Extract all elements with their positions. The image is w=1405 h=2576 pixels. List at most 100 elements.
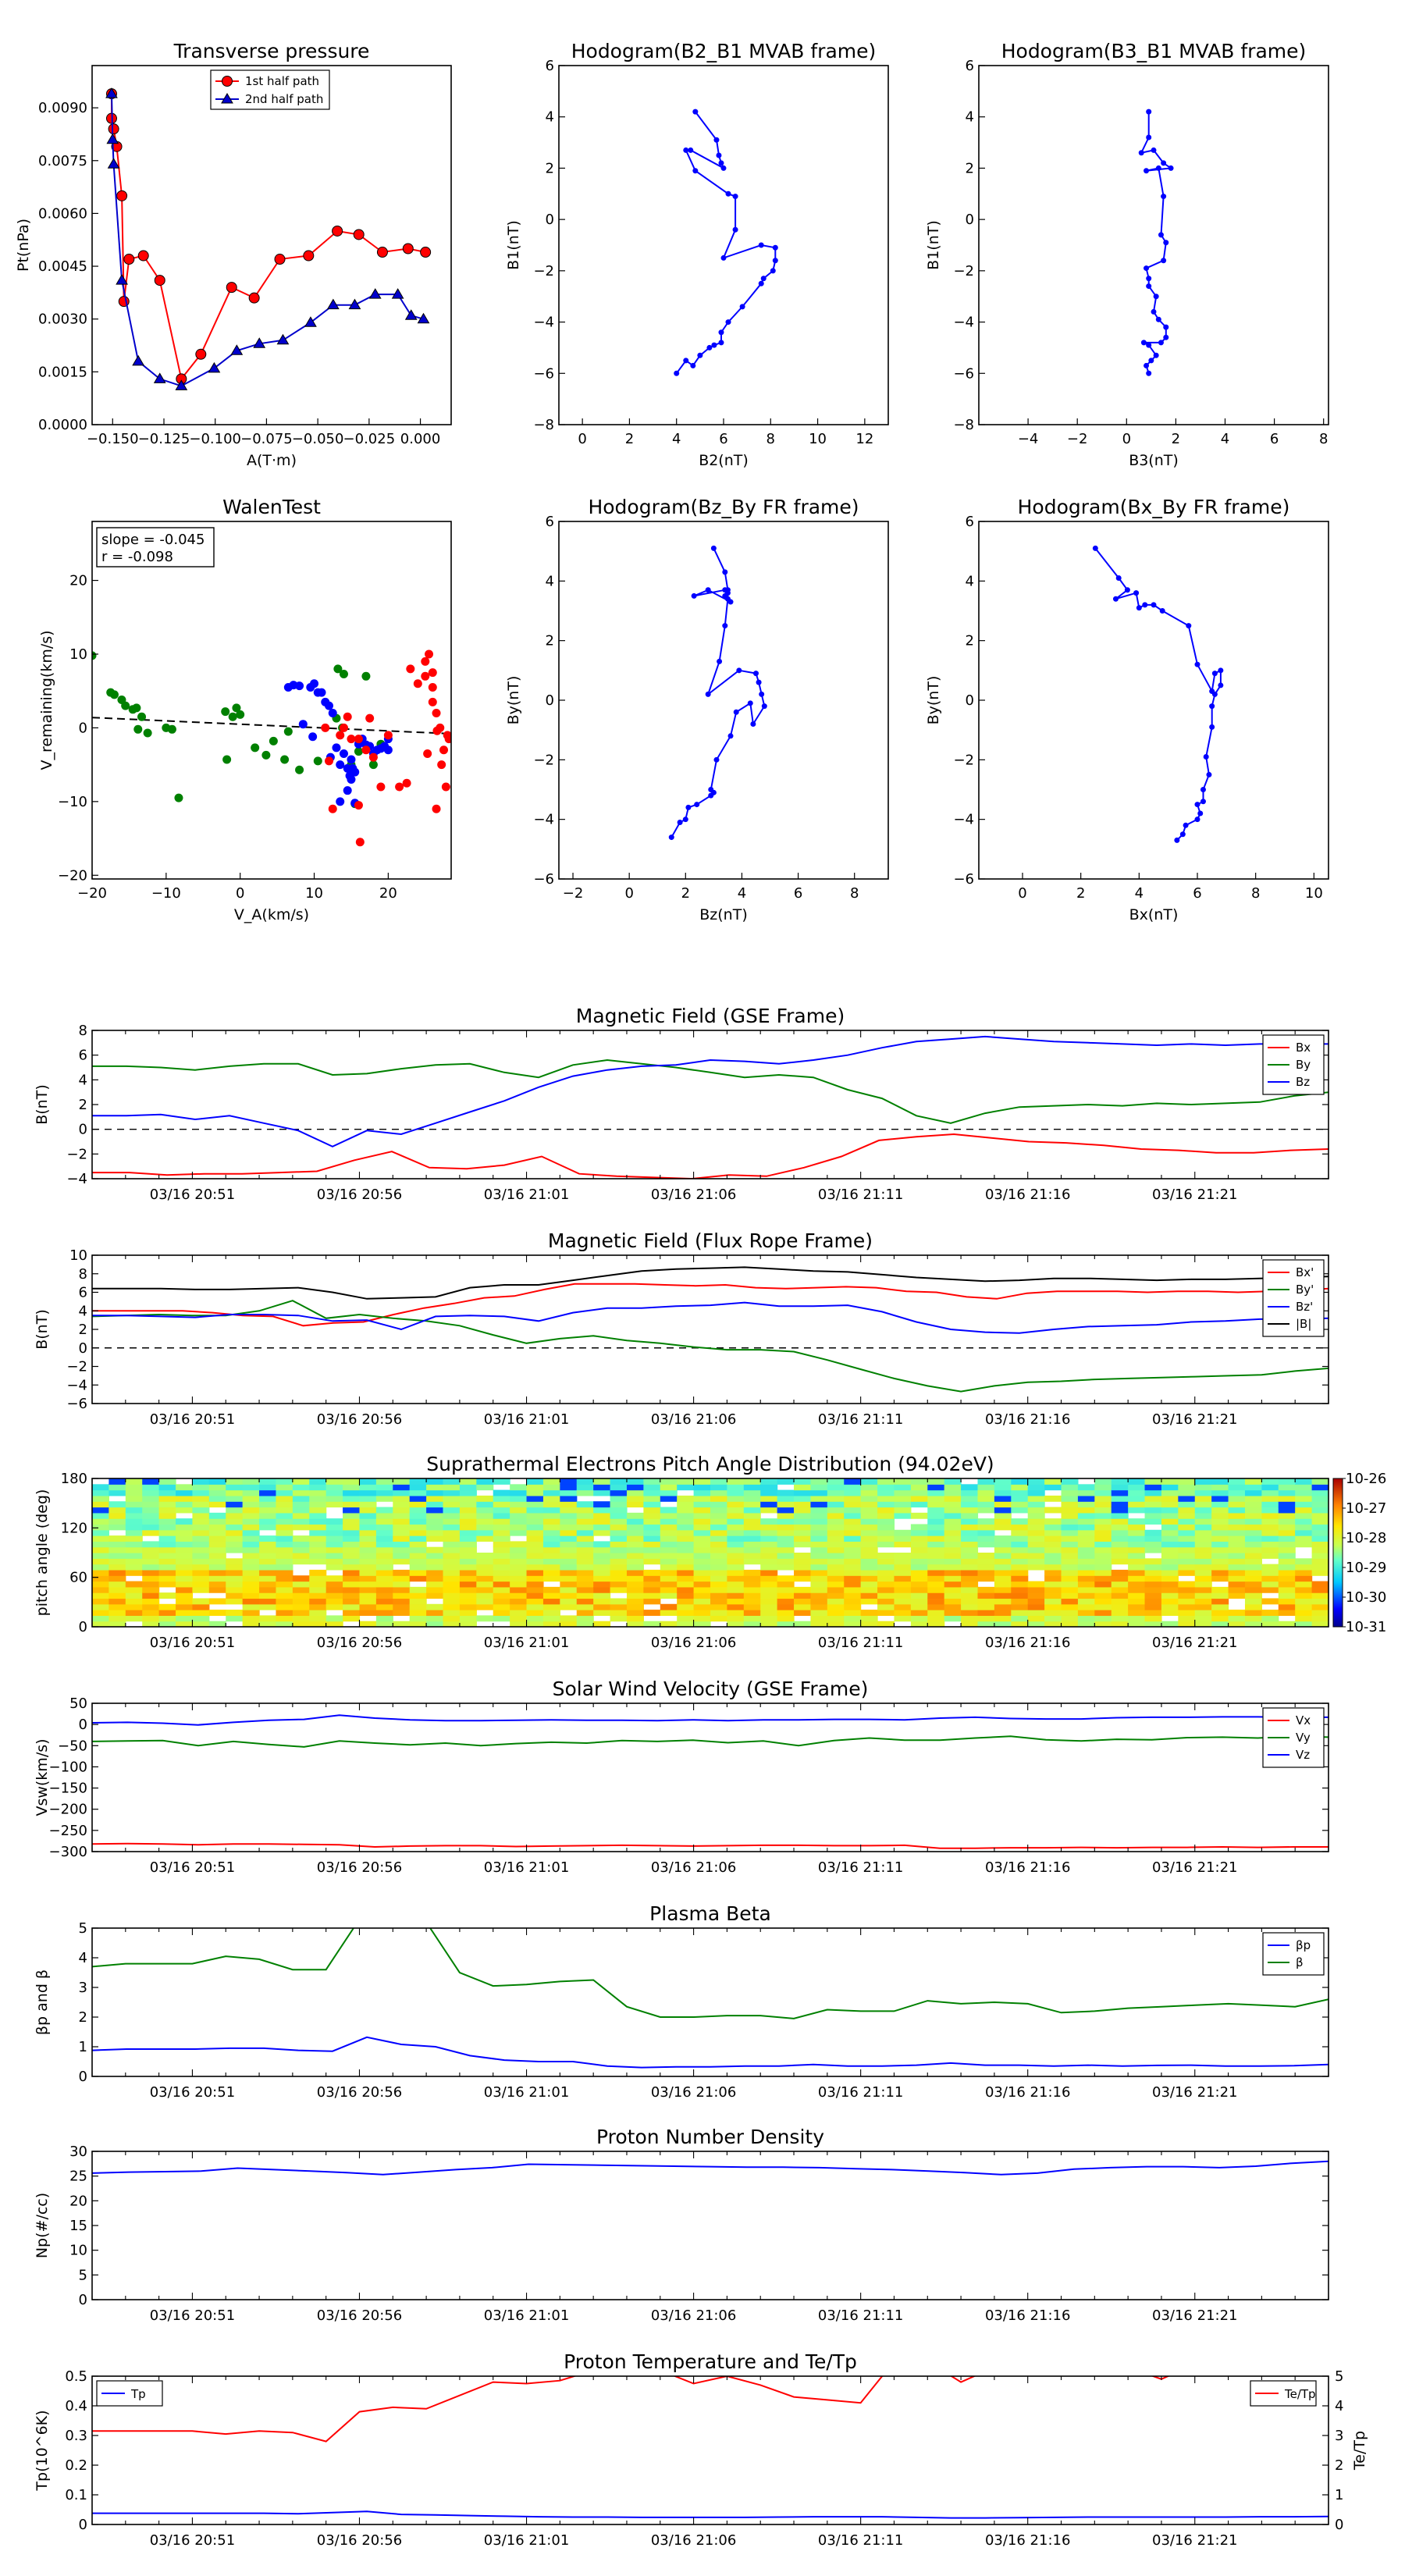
pad-cell (125, 1615, 143, 1622)
pad-cell (1144, 1512, 1162, 1519)
pad-cell (944, 1615, 962, 1622)
pad-cell (1144, 1569, 1162, 1576)
pad-cell (593, 1569, 611, 1576)
pad-cell (1194, 1586, 1212, 1593)
pad-cell (961, 1518, 979, 1525)
pad-cell (1295, 1489, 1313, 1496)
vel-y-tick-label: −300 (49, 1844, 87, 1860)
vel-y-tick-label: 0 (79, 1717, 87, 1733)
mag_fr-time-label: 03/16 20:56 (317, 1411, 402, 1428)
h31-point (1146, 109, 1152, 115)
pad-cell (877, 1564, 895, 1571)
pad-cell (192, 1558, 210, 1565)
pad-cell (1228, 1507, 1246, 1514)
pad-cell (359, 1518, 377, 1525)
pad-cell (343, 1535, 361, 1542)
pad-cell (1194, 1529, 1212, 1536)
pad-y-tick-label: 0 (79, 1619, 87, 1635)
pad-cell (1027, 1507, 1045, 1514)
pad-cell (1011, 1501, 1029, 1508)
pad-cell (292, 1621, 310, 1627)
pad-cell (242, 1512, 260, 1519)
pad-cell (677, 1501, 695, 1508)
pad-cell (860, 1512, 878, 1519)
pad-cell (1178, 1489, 1196, 1496)
pad-cell (375, 1603, 393, 1610)
pad-cell (1094, 1546, 1112, 1553)
pad-cell (1011, 1546, 1029, 1553)
pad-cell (526, 1564, 544, 1571)
pad-cell (560, 1501, 578, 1508)
pad-cell (510, 1610, 528, 1616)
pad-cell (343, 1478, 361, 1485)
pad-cell (1011, 1484, 1029, 1491)
pad-cell (693, 1553, 711, 1559)
pad-cell (1261, 1621, 1279, 1627)
pad-cell (192, 1484, 210, 1491)
pad-cell (860, 1564, 878, 1571)
pad-cell (1278, 1529, 1296, 1536)
pad-cell (476, 1575, 494, 1582)
pad-cell (1194, 1621, 1212, 1627)
pad-cell (1161, 1541, 1179, 1548)
pad-cell (677, 1546, 695, 1553)
pad-cell (1044, 1529, 1062, 1536)
pad-cell (1044, 1575, 1062, 1582)
pad-cell (92, 1489, 110, 1496)
pad-cell (1311, 1569, 1329, 1576)
pad-cell (777, 1478, 795, 1485)
pad-cell (393, 1495, 411, 1502)
pad-cell (125, 1518, 143, 1525)
pad-cell (309, 1586, 327, 1593)
pad-cell (1211, 1564, 1229, 1571)
pad-cell (743, 1586, 761, 1593)
walen-point (343, 712, 352, 721)
pad-cell (1027, 1581, 1045, 1588)
h23-x-tick-label: 0 (578, 431, 586, 447)
h31-point (1146, 134, 1152, 141)
pad-cell (443, 1558, 461, 1565)
vel-legend-label: Vy (1296, 1731, 1311, 1745)
walen-point (137, 712, 147, 721)
pad-cell (1027, 1621, 1045, 1627)
pad-cell (610, 1586, 628, 1593)
pad-cell (292, 1507, 310, 1514)
pad-cell (242, 1529, 260, 1536)
pad-cell (944, 1603, 962, 1610)
pad-cell (359, 1621, 377, 1627)
pad-cell (777, 1535, 795, 1542)
h31-x-tick-label: −4 (1018, 431, 1039, 447)
temp-y-tick-label: 0.5 (65, 2368, 87, 2385)
tp-ylabel: Pt(nPa) (15, 219, 32, 272)
mag_fr-series-Bz' (92, 1301, 1329, 1334)
pad-cell (1111, 1518, 1129, 1525)
pad-cell (1094, 1524, 1112, 1531)
pad-cell (542, 1541, 560, 1548)
h31-y-tick-label: −6 (953, 365, 974, 382)
pad-cell (794, 1610, 812, 1616)
pad-cell (1144, 1501, 1162, 1508)
pad-cell (610, 1610, 628, 1616)
pad-cell (542, 1569, 560, 1576)
pad-colorbar-label: 10-27 (1346, 1500, 1386, 1517)
pad-cell (593, 1478, 611, 1485)
h23-point (732, 194, 738, 200)
pad-cell (526, 1598, 544, 1605)
pad-cell (292, 1484, 310, 1491)
mag_gse-y-tick-label: 4 (79, 1072, 87, 1088)
pad-cell (1244, 1478, 1262, 1485)
tp-point (404, 309, 418, 320)
pad-cell (760, 1575, 778, 1582)
pad-cell (125, 1581, 143, 1588)
pad-cell (927, 1558, 945, 1565)
pad-time-label: 03/16 21:11 (818, 1635, 903, 1651)
pad-cell (510, 1495, 528, 1502)
pad-cell (727, 1575, 745, 1582)
pad-cell (1278, 1478, 1296, 1485)
pad-cell (677, 1535, 695, 1542)
pad-cell (276, 1553, 293, 1559)
pad-cell (476, 1615, 494, 1622)
pad-cell (1128, 1586, 1146, 1593)
vel-series-Vx (92, 1842, 1329, 1849)
pad-ylabel: pitch angle (deg) (34, 1489, 51, 1617)
